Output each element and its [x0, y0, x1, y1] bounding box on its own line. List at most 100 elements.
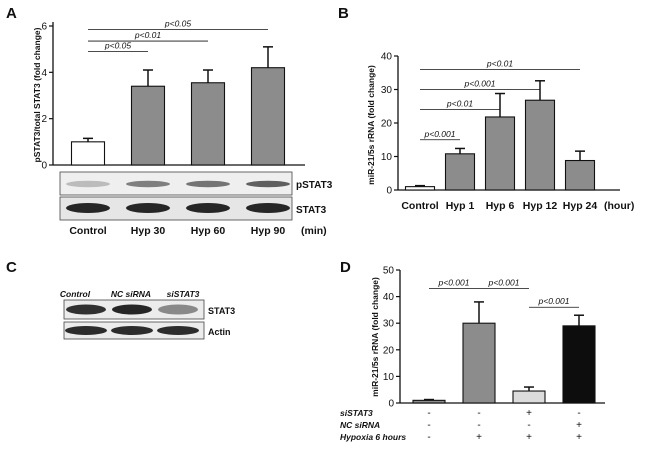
panel-a-western-blot: pSTAT3 STAT3 Control Hyp 30 Hyp 60 Hyp 90 (… — [59, 171, 333, 237]
panel-b-significance: p<0.001 p<0.01 p<0.001 p<0.01 — [420, 58, 580, 141]
stat3-band-3 — [246, 203, 290, 213]
panelA-sig-label-2: p<0.05 — [164, 18, 192, 28]
panel-c-stat3-band-0 — [66, 304, 106, 315]
panelA-error-bar-3 — [263, 46, 273, 68]
panelA-bar-1 — [130, 85, 166, 166]
panelB-ytick-label-3: 30 — [381, 85, 393, 96]
panel-d-sign-0-0: - — [427, 408, 430, 419]
panelB-category-0: Control — [401, 200, 438, 212]
panel-c-lane-nc-sirna: NC siRNA — [111, 289, 151, 299]
panelB-ytick-label-2: 20 — [381, 119, 393, 130]
panel-a-letter: A — [6, 5, 17, 22]
panel-d-sign-1-0: - — [427, 420, 430, 431]
panel-a-bars — [70, 46, 286, 166]
panelA-bar-2 — [190, 82, 226, 166]
panelA-category-0: Control — [69, 225, 106, 237]
panelB-sig-label-1: p<0.01 — [446, 99, 474, 109]
panelB-error-bar-1 — [455, 147, 465, 154]
pstat3-blot-strip — [59, 171, 293, 196]
panelD-error-bar-2 — [524, 386, 534, 392]
panelD-bar-1 — [462, 322, 496, 404]
panel-d-condition-label-1: NC siRNA — [340, 420, 380, 430]
panel-d-sign-2-3: + — [576, 432, 582, 443]
panel-a-significance: p<0.05p<0.01p<0.05 — [88, 18, 268, 52]
panelD-error-bar-3 — [574, 314, 584, 326]
panel-b-ticks: 0 10 20 30 40 — [381, 52, 398, 197]
panelD-error-bar-0 — [424, 398, 434, 401]
panelA-ytick-label-1: 2 — [41, 114, 47, 125]
panelA-ytick-label-3: 6 — [41, 22, 47, 33]
pstat3-band-2 — [186, 180, 230, 188]
panelB-error-bar-3 — [535, 80, 545, 101]
panel-a-category-labels: Control Hyp 30 Hyp 60 Hyp 90 — [69, 225, 285, 237]
panelB-ytick-label-0: 0 — [386, 186, 392, 197]
panelA-bar-0 — [70, 141, 106, 166]
panelB-bar-4 — [564, 159, 596, 191]
panelB-bar-0 — [404, 186, 436, 191]
panelA-category-2: Hyp 60 — [191, 225, 226, 237]
stat3-blot-strip — [59, 196, 293, 221]
blot-label-stat3: STAT3 — [296, 205, 327, 216]
panel-d-ylabel: miR-21/5s rRNA (fold change) — [370, 277, 380, 397]
panel-a-xunit: (min) — [301, 225, 327, 237]
stat3-band-1 — [126, 203, 170, 213]
panelB-sig-label-3: p<0.01 — [486, 58, 514, 68]
panel-c-actin-band-2 — [157, 326, 199, 335]
panelD-ytick-label-5: 50 — [383, 266, 395, 277]
panel-a-chart: pSTAT3/total STAT3 (fold change) 0 2 4 6 p<… — [32, 18, 305, 172]
panelD-sig-label-0: p<0.001 — [438, 278, 470, 288]
panelA-bar-3 — [250, 67, 286, 166]
panelA-sig-label-1: p<0.01 — [134, 30, 162, 40]
panelB-ytick-label-4: 40 — [381, 52, 393, 63]
panelA-category-1: Hyp 30 — [131, 225, 166, 237]
panel-c-actin-band-0 — [65, 326, 107, 335]
stat3-band-2 — [186, 203, 230, 213]
panel-d-sign-2-0: - — [427, 432, 430, 443]
panel-d-condition-table: siSTAT3- - + -NC siRNA - - - +Hypoxia 6 hours - +… — [340, 408, 582, 443]
panel-b-letter: B — [338, 5, 349, 22]
panel-d-letter: D — [340, 259, 351, 276]
panel-c-actin-band-1 — [111, 326, 153, 335]
panelA-category-3: Hyp 90 — [251, 225, 286, 237]
panel-a-ticks: 0 2 4 6 — [41, 22, 53, 172]
panel-c-lane-control: Control — [60, 289, 91, 299]
panel-c-stat3-band-2 — [158, 304, 198, 315]
panelB-bar-2 — [484, 116, 516, 191]
pstat3-band-3 — [246, 180, 290, 188]
panel-c-western-blot: Control NC siRNA siSTAT3 STAT3 Actin — [60, 289, 235, 340]
panelA-ytick-label-0: 0 — [41, 161, 47, 172]
panelB-sig-label-2: p<0.001 — [464, 79, 496, 89]
panelA-error-bar-1 — [143, 69, 153, 87]
panelA-sig-label-0: p<0.05 — [104, 40, 132, 50]
pstat3-band-1 — [126, 180, 170, 188]
panelD-bar-0 — [412, 399, 446, 404]
panelB-category-1: Hyp 1 — [446, 200, 475, 212]
panelA-error-bar-2 — [203, 69, 213, 83]
panel-d-sign-0-1: - — [477, 408, 480, 419]
panelB-ytick-label-1: 10 — [381, 152, 393, 163]
panel-d-ticks: 0 10 20 30 40 50 — [383, 266, 400, 410]
panel-c-letter: C — [6, 259, 17, 276]
panelB-bar-3 — [524, 99, 556, 191]
blot-label-pstat3: pSTAT3 — [296, 180, 333, 191]
panelD-ytick-label-2: 20 — [383, 345, 395, 356]
panelD-bar-2 — [512, 390, 546, 404]
panelB-error-bar-0 — [415, 184, 425, 187]
panelD-ytick-label-1: 10 — [383, 372, 395, 383]
panel-c-label-actin: Actin — [208, 327, 231, 337]
panelD-ytick-label-4: 40 — [383, 292, 395, 303]
panel-b-bars — [404, 80, 596, 191]
panel-d-sign-2-1: + — [476, 432, 482, 443]
panelD-ytick-label-3: 30 — [383, 319, 395, 330]
panel-d-chart: miR-21/5s rRNA (fold change) 0 10 20 30 40 50… — [340, 266, 605, 443]
panel-d-significance: p<0.001 p<0.001 p<0.001 — [429, 278, 579, 308]
panelB-sig-label-0: p<0.001 — [424, 129, 456, 139]
panel-c-lane-sistat3: siSTAT3 — [167, 289, 200, 299]
panel-b-chart: miR-21/5s rRNA (fold change) 0 10 20 30 40 p… — [366, 52, 634, 213]
panelB-error-bar-4 — [575, 150, 585, 161]
panelB-category-3: Hyp 12 — [523, 200, 558, 212]
panel-a-ylabel: pSTAT3/total STAT3 (fold change) — [32, 27, 42, 162]
panel-b-ylabel: miR-21/5s rRNA (fold change) — [366, 65, 376, 185]
panelB-error-bar-2 — [495, 92, 505, 117]
